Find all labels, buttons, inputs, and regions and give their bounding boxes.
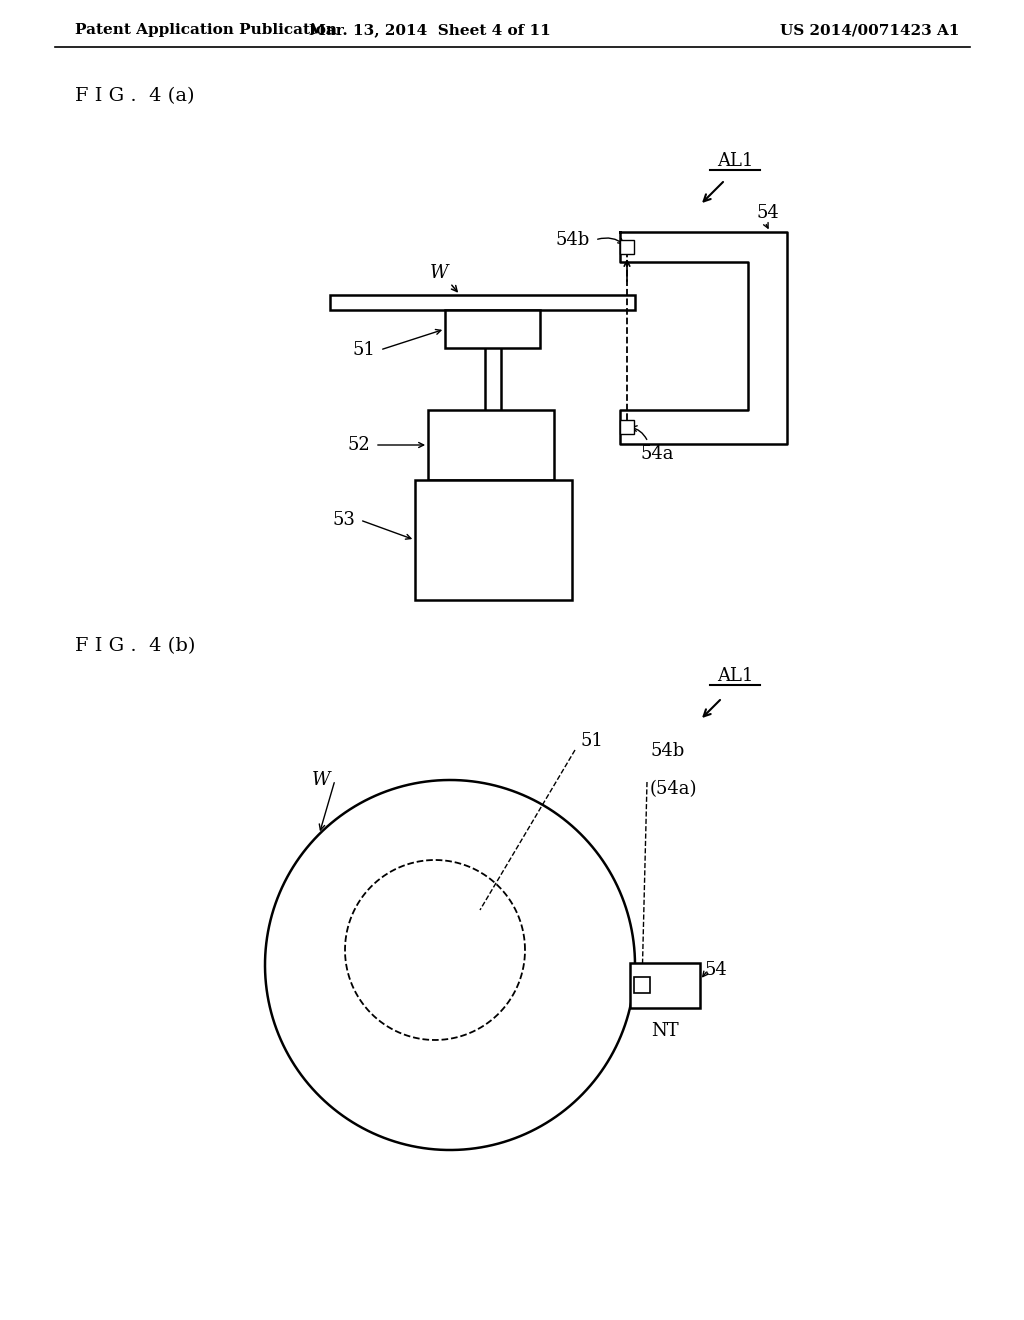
Text: NT: NT — [651, 1023, 679, 1040]
Bar — [428, 411, 554, 480]
Bar — [445, 310, 540, 348]
Text: AL1: AL1 — [717, 152, 754, 170]
Text: 54: 54 — [705, 961, 728, 979]
Bar — [630, 962, 700, 1007]
Text: 54b: 54b — [556, 231, 590, 249]
Text: 51: 51 — [352, 341, 375, 359]
Text: 54: 54 — [757, 205, 779, 222]
Text: 53: 53 — [332, 511, 355, 529]
Text: W: W — [430, 264, 449, 282]
Text: Patent Application Publication: Patent Application Publication — [75, 22, 337, 37]
Text: F I G .  4 (a): F I G . 4 (a) — [75, 87, 195, 106]
Text: F I G .  4 (b): F I G . 4 (b) — [75, 638, 196, 655]
Text: 54a: 54a — [640, 445, 674, 463]
Text: 51: 51 — [580, 733, 603, 750]
Text: AL1: AL1 — [717, 667, 754, 685]
Text: 54b: 54b — [650, 742, 684, 760]
Text: W: W — [311, 771, 330, 789]
Bar — [634, 977, 650, 993]
Text: (54a): (54a) — [650, 780, 697, 799]
Text: Mar. 13, 2014  Sheet 4 of 11: Mar. 13, 2014 Sheet 4 of 11 — [309, 22, 551, 37]
Bar — [620, 420, 634, 434]
Bar — [330, 294, 635, 310]
Bar — [620, 240, 634, 253]
Text: US 2014/0071423 A1: US 2014/0071423 A1 — [780, 22, 961, 37]
Text: 52: 52 — [347, 436, 370, 454]
Bar — [415, 480, 572, 601]
